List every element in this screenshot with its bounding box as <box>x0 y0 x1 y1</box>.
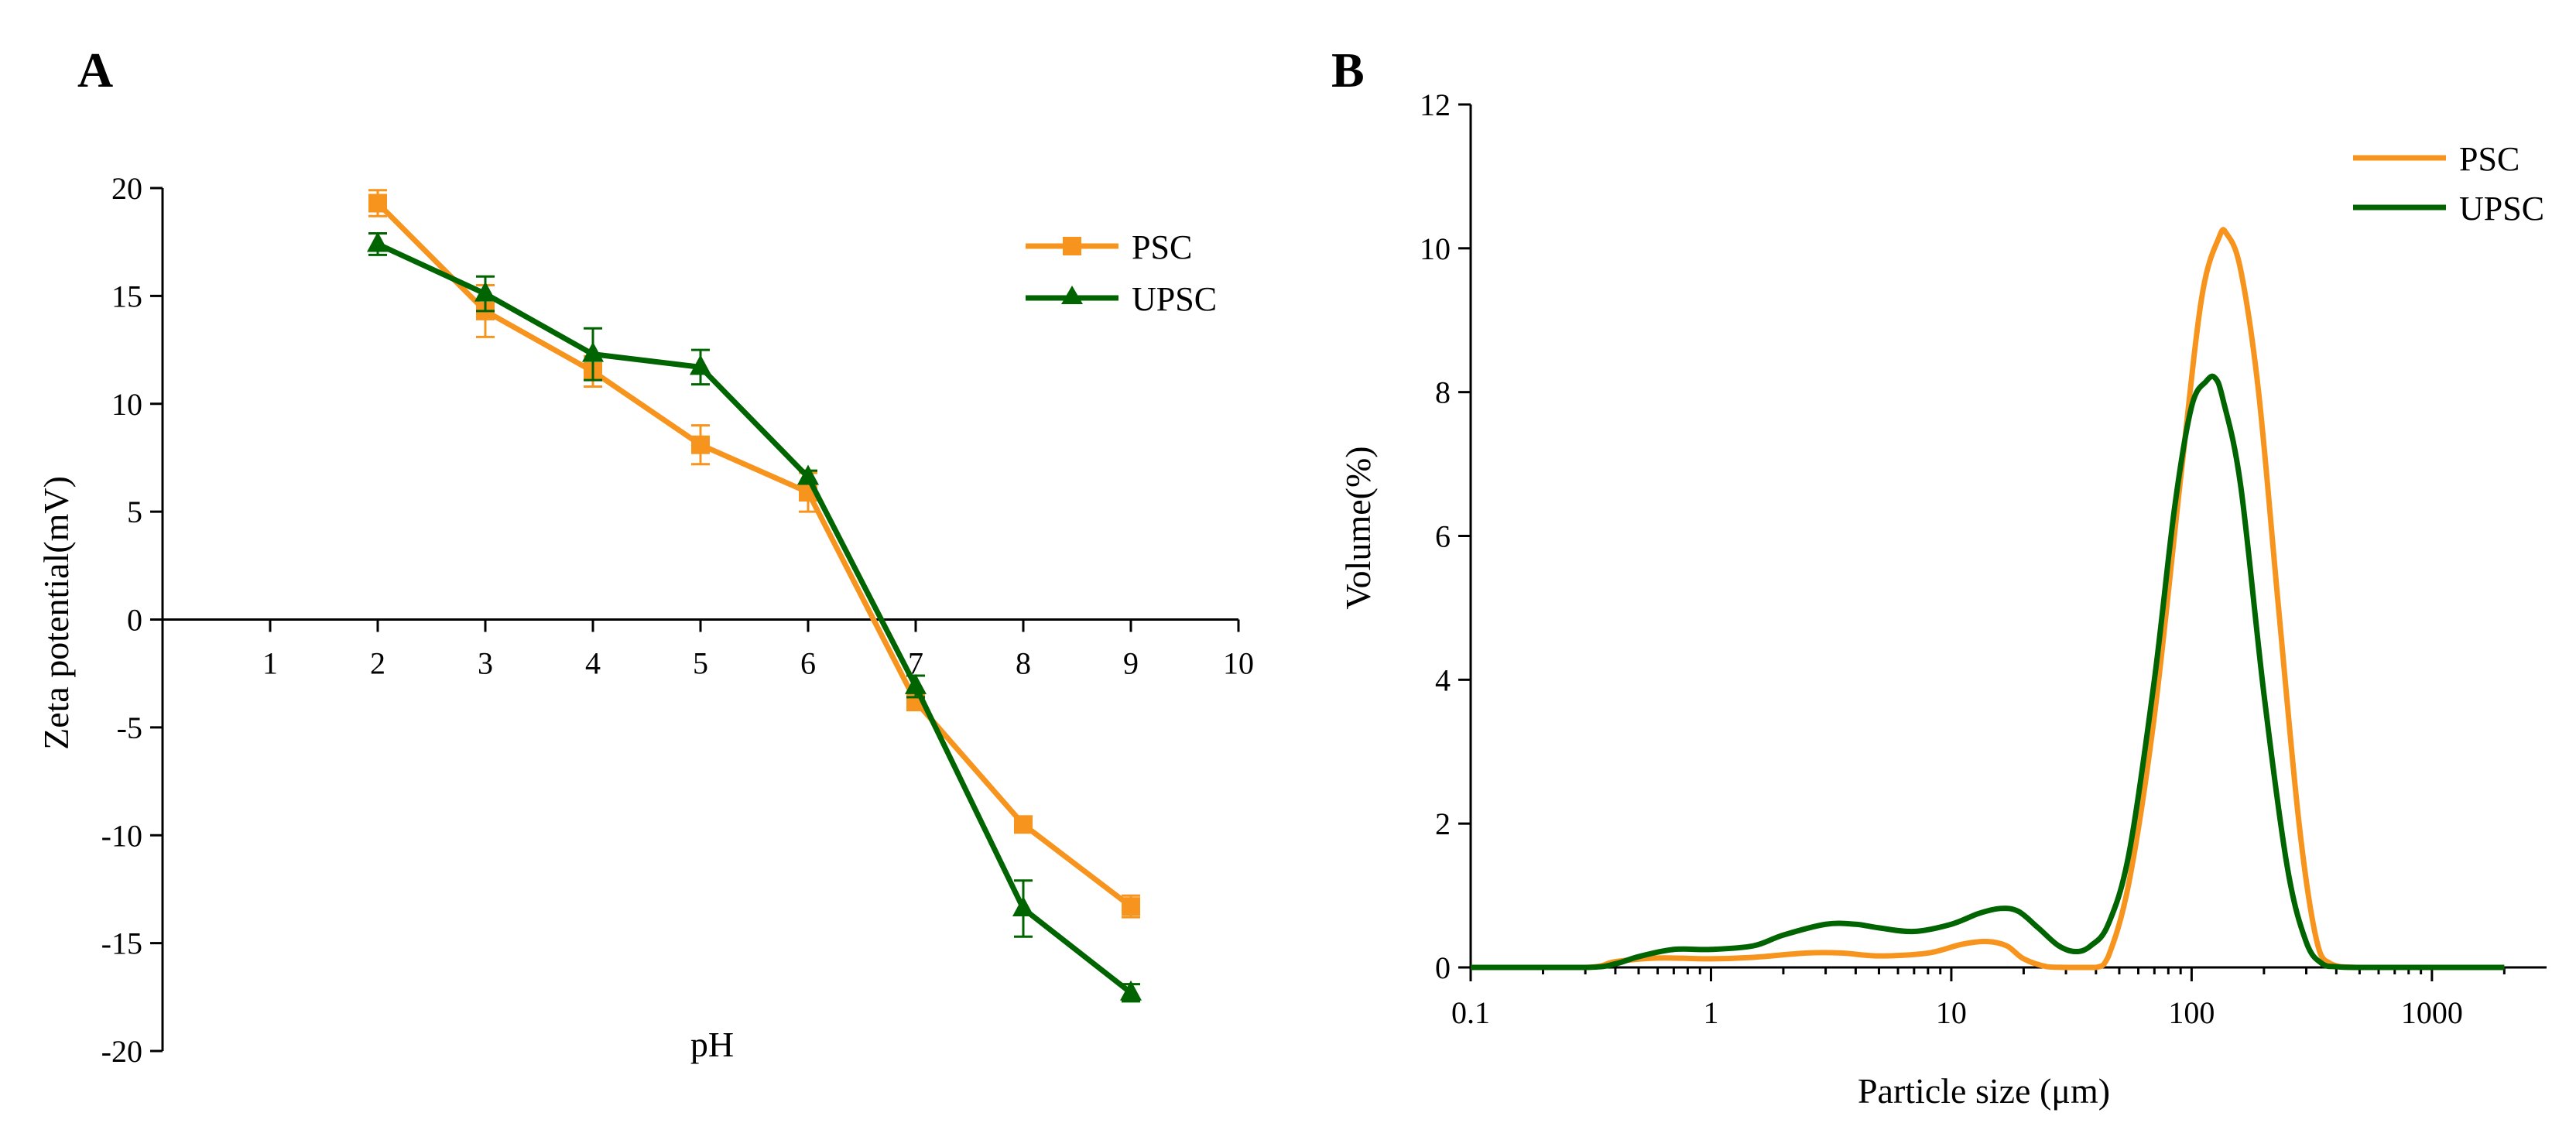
series-psc-point <box>1122 897 1140 916</box>
panel-b-label: B <box>1331 43 1365 98</box>
panel-a-x-tick-label: 5 <box>693 646 708 681</box>
series-upsc-point <box>474 281 496 302</box>
series-upsc-point <box>797 464 819 485</box>
series-upsc-point <box>1120 980 1142 1001</box>
panel-a-x-tick-label: 8 <box>1016 646 1031 681</box>
panel-b-y-tick-label: 0 <box>1435 950 1451 985</box>
panel-b-axes: 0 2 4 6 8 10 12 0.1 1 10 100 1000 <box>1420 87 2547 1030</box>
legend-upsc-label: UPSC <box>1132 280 1217 318</box>
panel-a-x-tick-label: 1 <box>262 646 278 681</box>
panel-b-x-tick-label: 100 <box>2168 995 2215 1030</box>
panel-a-x-tick-label: 9 <box>1123 646 1139 681</box>
legend-upsc-label: UPSC <box>2459 190 2544 228</box>
panel-b-y-tick-label: 8 <box>1435 375 1451 410</box>
legend-upsc-marker <box>1061 286 1083 304</box>
panel-a-legend: PSC UPSC <box>1026 228 1217 318</box>
panel-a-y-tick-label: -10 <box>101 818 142 853</box>
panel-b-y-axis-title: Volume(%) <box>1338 446 1378 609</box>
panel-b-y-tick-label: 12 <box>1420 87 1451 122</box>
panel-a-x-tick-label: 7 <box>908 646 923 681</box>
panel-a-x-tick-label: 2 <box>370 646 385 681</box>
panel-a-y-tick-label: -15 <box>101 926 142 961</box>
series-psc-point <box>368 193 387 213</box>
panel-a-series <box>367 189 1142 1003</box>
panel-a-x-axis-title: pH <box>690 1025 734 1064</box>
panel-b-y-tick-label: 6 <box>1435 519 1451 554</box>
panel-b-x-tick-label: 1000 <box>2401 995 2463 1030</box>
panel-b-x-tick-label: 1 <box>1703 995 1718 1030</box>
series-upsc-point <box>690 354 711 375</box>
panel-a-x-tick-label: 4 <box>585 646 601 681</box>
series-upsc-point <box>1012 896 1034 917</box>
series-upsc-line <box>376 241 1133 995</box>
series-psc-point <box>1014 815 1033 834</box>
panel-a-chart: A 20 15 10 5 0 -5 -10 -15 -20 1 2 3 4 5 6 7 8 9 10 pH Zeta… <box>36 43 1254 1069</box>
series-upsc-point <box>367 231 389 252</box>
panel-b-y-tick-label: 2 <box>1435 806 1451 841</box>
series-upsc-curve <box>1471 373 2505 971</box>
panel-a-x-tick-label: 10 <box>1223 646 1254 681</box>
panel-a-y-tick-label: 5 <box>127 495 142 529</box>
panel-a-axes: 20 15 10 5 0 -5 -10 -15 -20 1 2 3 4 5 6 7 8 9 10 <box>101 171 1254 1069</box>
panel-b-x-tick-label: 10 <box>1936 995 1967 1030</box>
legend-psc-label: PSC <box>1132 228 1192 266</box>
panel-a-y-tick-label: 20 <box>111 171 142 206</box>
panel-a-y-tick-label: 0 <box>127 603 142 638</box>
panel-a-y-tick-label: 10 <box>111 387 142 422</box>
panel-b-series <box>1471 227 2505 971</box>
panel-b-chart: B 0 2 4 6 8 10 12 0.1 1 10 100 1000 Particle size (… <box>1331 43 2547 1111</box>
legend-psc-label: PSC <box>2459 140 2519 178</box>
series-psc-point <box>691 435 710 454</box>
panel-a-label: A <box>77 43 113 98</box>
panel-a-x-tick-label: 6 <box>800 646 816 681</box>
panel-a-y-tick-label: -20 <box>101 1034 142 1069</box>
series-upsc-point <box>905 673 927 694</box>
panel-a-y-tick-label: 15 <box>111 279 142 313</box>
panel-b-x-tick-label: 0.1 <box>1451 995 1490 1030</box>
panel-a-y-axis-title: Zeta potential(mV) <box>36 476 76 750</box>
panel-b-legend: PSC UPSC <box>2353 140 2544 228</box>
panel-a-x-tick-label: 3 <box>478 646 493 681</box>
legend-psc-marker <box>1063 237 1081 255</box>
panel-a-y-tick-label: -5 <box>117 710 142 745</box>
panel-b-y-tick-label: 10 <box>1420 231 1451 266</box>
series-psc-line <box>375 201 1133 909</box>
series-psc-curve <box>1471 227 2505 971</box>
panel-b-y-tick-label: 4 <box>1435 662 1451 697</box>
series-upsc-point <box>582 341 604 362</box>
panel-b-x-axis-title: Particle size (μm) <box>1858 1071 2110 1111</box>
